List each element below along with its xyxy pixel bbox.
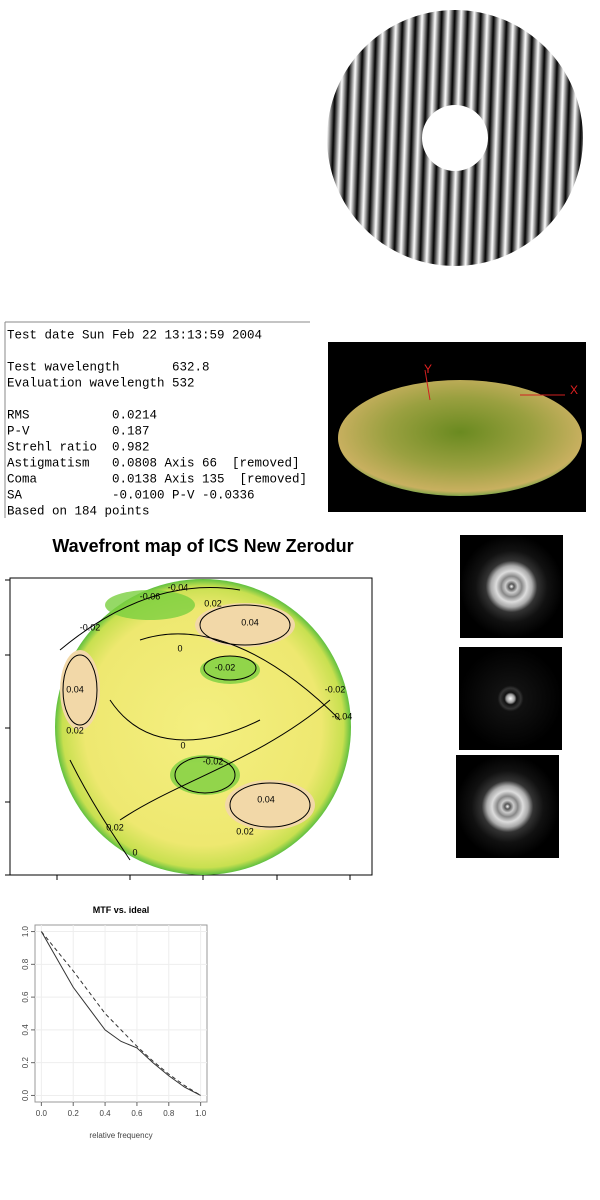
x-axis-label: relative frequency	[89, 1131, 152, 1140]
high-regions	[60, 603, 315, 830]
report-line: Coma 0.0138 Axis 135 [removed]	[7, 472, 307, 486]
contours	[59, 587, 341, 861]
y-tick-label: 1.0	[21, 925, 30, 937]
x-tick-label: 0.2	[68, 1109, 80, 1118]
x-tick-label: 0.4	[100, 1109, 112, 1118]
y-tick-label: 0.0	[21, 1089, 30, 1101]
interferogram	[327, 10, 583, 266]
map-ticks	[5, 579, 351, 880]
contour-label: 0	[132, 847, 137, 857]
axis-label: X	[570, 383, 578, 397]
report-line: Test wavelength 632.8	[7, 360, 210, 374]
contour-label: -0.02	[80, 622, 101, 632]
report-frame	[4, 321, 310, 518]
x-tick-label: 0.0	[36, 1109, 48, 1118]
y-tick-label: 0.8	[21, 958, 30, 970]
contour-label: 0.02	[106, 822, 124, 832]
contour-label: 0.02	[66, 725, 84, 735]
report-line: Test date Sun Feb 22 13:13:59 2004	[7, 328, 262, 342]
contour-label: 0.04	[241, 617, 259, 627]
map-frame	[9, 577, 373, 876]
render-axes	[424, 369, 565, 401]
contour-label: -0.04	[168, 582, 189, 592]
contour-label: 0.04	[257, 794, 275, 804]
report-line: SA -0.0100 P-V -0.0336	[7, 488, 255, 502]
report-line: Astigmatism 0.0808 Axis 66 [removed]	[7, 456, 300, 470]
contour-label: -0.04	[332, 711, 353, 721]
x-tick-label: 1.0	[195, 1109, 207, 1118]
y-tick-label: 0.4	[21, 1024, 30, 1036]
contour-label: 0.02	[236, 826, 254, 836]
report: Test date Sun Feb 22 13:13:59 2004 Test w…	[7, 328, 307, 518]
contour-label: 0	[180, 740, 185, 750]
contour-label: 0.02	[204, 598, 222, 608]
report-line: RMS 0.0214	[7, 408, 157, 422]
contour-label: -0.02	[325, 684, 346, 694]
psf-image	[460, 535, 563, 638]
mtf-frame	[34, 924, 208, 1103]
axis-label: Y	[424, 362, 432, 376]
y-tick-label: 0.2	[21, 1057, 30, 1069]
y-tick-label: 0.6	[21, 991, 30, 1003]
x-tick-label: 0.6	[131, 1109, 143, 1118]
contour-label: 0	[177, 643, 182, 653]
report-line: Evaluation wavelength 532	[7, 376, 195, 390]
psf-image	[459, 647, 562, 750]
contour-label: -0.06	[140, 591, 161, 601]
x-tick-label: 0.8	[163, 1109, 175, 1118]
mtf-line	[40, 931, 201, 1096]
report-line: Strehl ratio 0.982	[7, 440, 150, 454]
contour-label: -0.02	[215, 662, 236, 672]
map-title: Wavefront map of ICS New Zerodur	[52, 536, 353, 556]
report-line: Based on 184 points	[7, 504, 150, 518]
chart-title: MTF vs. ideal	[93, 905, 150, 915]
psf-image	[456, 755, 559, 858]
contour-label: 0.04	[66, 684, 84, 694]
report-line: P-V 0.187	[7, 424, 150, 438]
mtf-line	[40, 931, 201, 1096]
surface	[338, 380, 582, 496]
contour-label: -0.02	[203, 756, 224, 766]
